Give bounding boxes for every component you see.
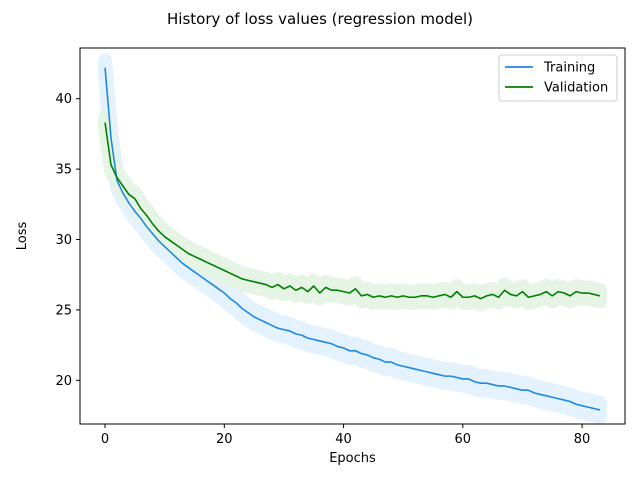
x-tick-label: 80 [574,432,591,447]
y-tick-label: 35 [55,163,72,178]
band-training [98,53,607,424]
y-tick-label: 25 [55,303,72,318]
y-axis-ticks: 20 25 30 35 40 [55,92,80,389]
series-lines [104,67,601,411]
confidence-bands [98,53,607,424]
legend: Training Validation [498,54,618,102]
legend-label-training: Training [543,61,595,76]
x-tick-label: 0 [101,432,109,447]
x-tick-label: 60 [455,432,472,447]
band-validation [98,110,607,312]
series-line-validation [104,122,601,300]
y-tick-label: 20 [55,374,72,389]
series-line-training [104,67,601,411]
y-axis-label: Loss [15,222,30,251]
x-axis-label: Epochs [329,451,376,466]
x-axis-ticks: 0 20 40 60 80 [101,424,590,447]
chart-title: History of loss values (regression model… [167,10,473,28]
y-tick-label: 30 [55,233,72,248]
x-tick-label: 40 [335,432,352,447]
legend-label-validation: Validation [544,81,608,96]
x-tick-label: 20 [216,432,233,447]
plot-frame [79,47,626,425]
y-tick-label: 40 [55,92,72,107]
